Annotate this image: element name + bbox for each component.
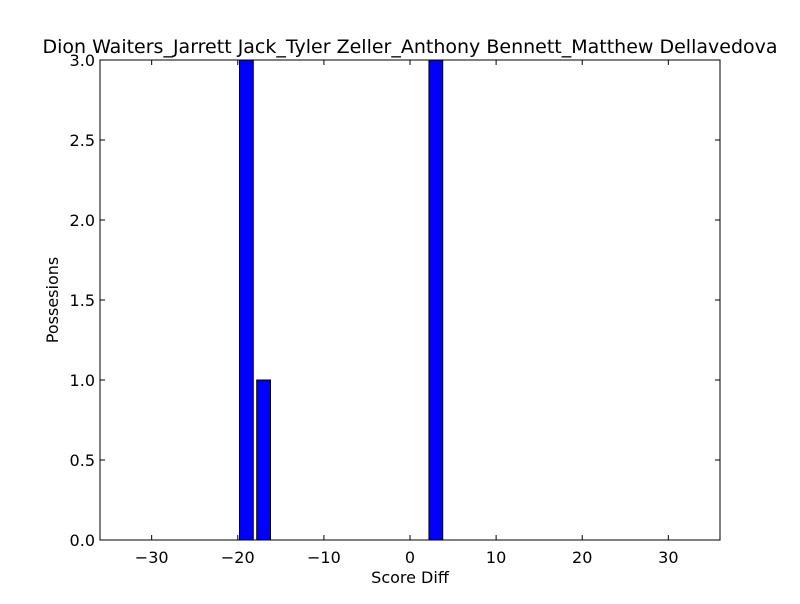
x-tick-label: −30 [135, 548, 169, 567]
axis-ticks: −30 −20 −10 0 10 20 30 0.0 0.5 1.0 1.5 2.0 2.5 3.0 [70, 51, 720, 567]
x-tick-label: 20 [572, 548, 592, 567]
y-tick-label: 1.0 [70, 371, 95, 390]
y-tick-label: 0.0 [70, 531, 95, 550]
y-tick-label: 3.0 [70, 51, 95, 70]
bar-1 [256, 379, 272, 541]
y-tick-label: 2.0 [70, 211, 95, 230]
y-tick-label: 0.5 [70, 451, 95, 470]
x-tick-label: −10 [307, 548, 341, 567]
x-axis-label: Score Diff [371, 568, 450, 587]
x-tick-label: 10 [486, 548, 506, 567]
bar-2 [428, 59, 444, 541]
bars [239, 59, 444, 541]
y-axis-label: Possesions [43, 257, 62, 343]
bar-0 [239, 59, 254, 541]
chart-title: Dion Waiters_Jarrett Jack_Tyler Zeller_A… [42, 36, 777, 58]
x-tick-label: 30 [658, 548, 678, 567]
x-tick-label: 0 [405, 548, 415, 567]
y-tick-label: 2.5 [70, 131, 95, 150]
x-tick-label: −20 [221, 548, 255, 567]
y-tick-label: 1.5 [70, 291, 95, 310]
plot-frame [99, 59, 721, 541]
